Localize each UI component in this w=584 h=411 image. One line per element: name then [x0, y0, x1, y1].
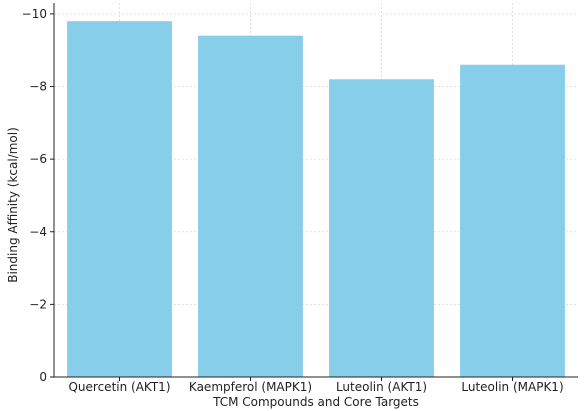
y-tick-label: −8	[29, 80, 47, 94]
x-axis-label: TCM Compounds and Core Targets	[212, 395, 419, 409]
y-tick-label: −2	[29, 297, 47, 311]
bar	[67, 21, 172, 378]
bars	[67, 21, 565, 378]
bar	[329, 79, 434, 377]
x-tick-label: Kaempferol (MAPK1)	[189, 380, 312, 394]
bar	[460, 64, 565, 378]
x-tick-label: Quercetin (AKT1)	[68, 380, 170, 394]
y-tick-label: 0	[39, 370, 47, 384]
x-tick-label: Luteolin (MAPK1)	[461, 380, 563, 394]
y-tick-label: −4	[29, 225, 47, 239]
y-axis-label: Binding Affinity (kcal/mol)	[6, 127, 20, 283]
y-tick-label: −10	[22, 7, 47, 21]
y-tick-label: −6	[29, 152, 47, 166]
y-ticks: 0 −2 −4 −6 −8 −10	[22, 7, 54, 384]
x-ticks: Quercetin (AKT1) Kaempferol (MAPK1) Luteol…	[68, 377, 564, 394]
axes	[53, 3, 578, 378]
bar	[198, 35, 303, 377]
x-tick-label: Luteolin (AKT1)	[336, 380, 427, 394]
